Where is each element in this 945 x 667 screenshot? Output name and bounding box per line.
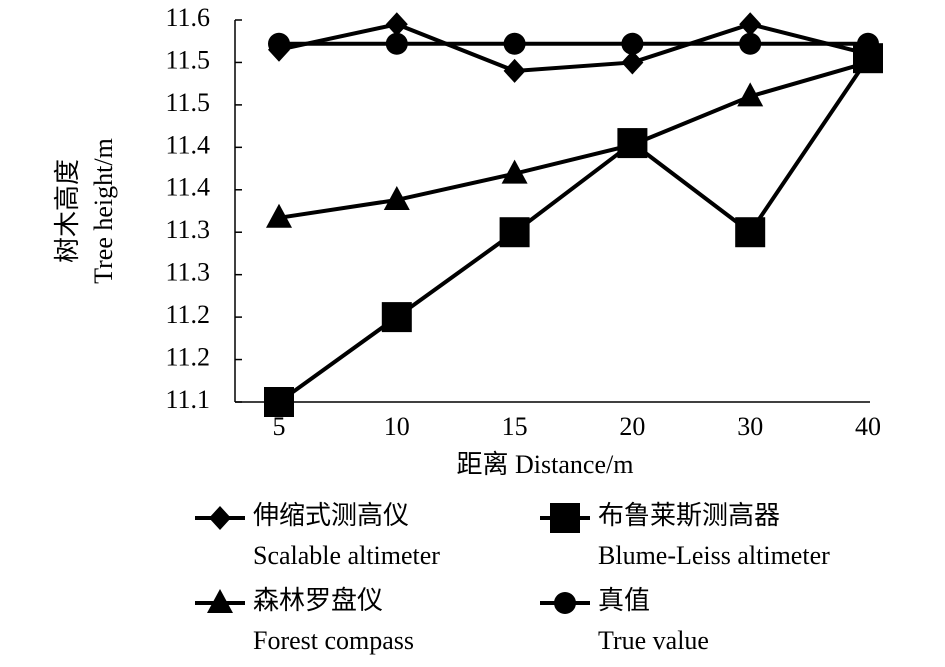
data-point <box>383 185 410 210</box>
legend-label: 真值 <box>598 586 650 615</box>
data-point <box>503 58 526 83</box>
legend-label: 伸缩式测高仪 <box>253 501 409 530</box>
y-axis-label: 树木高度 <box>53 159 82 263</box>
x-axis-label: 距离 Distance/m <box>457 450 634 479</box>
data-point <box>503 32 526 55</box>
data-point <box>385 32 408 55</box>
series-line <box>277 57 870 404</box>
y-tick-label: 11.5 <box>165 88 210 117</box>
data-point <box>735 217 766 248</box>
legend-label: Scalable altimeter <box>253 541 440 570</box>
data-point <box>501 159 528 184</box>
data-point <box>619 130 646 155</box>
y-axis-label: Tree height/m <box>89 138 118 284</box>
legend-label: Blume-Leiss altimeter <box>598 541 830 570</box>
data-point <box>264 387 294 417</box>
data-point <box>621 32 644 55</box>
data-point <box>857 32 879 55</box>
y-tick-label: 11.4 <box>165 130 210 159</box>
y-tick-label: 11.1 <box>165 385 210 414</box>
data-point <box>385 12 408 37</box>
y-tick-label: 11.3 <box>165 215 210 244</box>
y-tick-label: 11.4 <box>165 173 210 202</box>
data-point <box>499 217 530 248</box>
data-point <box>739 32 762 55</box>
y-tick-label: 11.6 <box>165 3 210 32</box>
data-point <box>621 50 644 75</box>
x-tick-label: 40 <box>855 412 881 441</box>
data-point <box>381 302 412 333</box>
legend-marker <box>554 592 576 614</box>
y-tick-label: 11.5 <box>165 45 210 74</box>
x-tick-label: 5 <box>273 412 286 441</box>
x-tick-label: 30 <box>737 412 763 441</box>
legend-marker <box>550 503 580 533</box>
legend-marker <box>209 506 231 530</box>
y-tick-label: 11.2 <box>165 343 210 372</box>
series-line <box>278 22 869 73</box>
y-tick-label: 11.2 <box>165 300 210 329</box>
legend-label: Forest compass <box>253 626 414 655</box>
y-tick-label: 11.3 <box>165 258 210 287</box>
x-tick-label: 10 <box>384 412 410 441</box>
data-point <box>739 12 762 37</box>
series-line <box>278 60 869 220</box>
legend-marker <box>207 589 233 613</box>
legend-label: 森林罗盘仪 <box>253 586 383 615</box>
data-point <box>268 32 290 55</box>
legend-label: 布鲁莱斯测高器 <box>598 501 780 530</box>
x-tick-label: 20 <box>619 412 645 441</box>
x-tick-label: 15 <box>502 412 528 441</box>
legend-label: True value <box>598 626 709 655</box>
data-point <box>737 82 764 107</box>
data-point <box>855 48 881 73</box>
data-point <box>266 203 292 228</box>
